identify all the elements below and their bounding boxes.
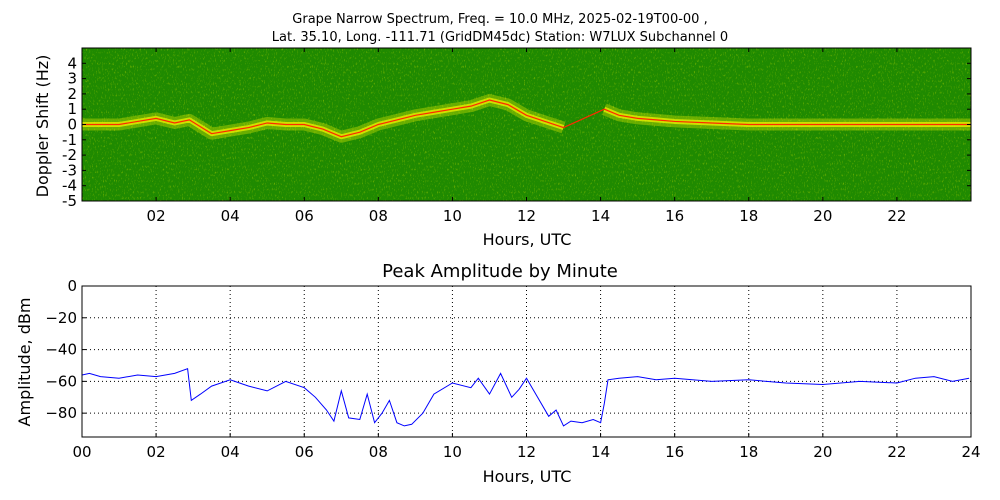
spectrogram-x-tick-label: 18 (739, 207, 758, 225)
spectrogram-x-tick-label: 20 (813, 207, 832, 225)
spectrogram-x-tick-label: 12 (517, 207, 536, 225)
amplitude-x-tick-label: 18 (739, 443, 758, 461)
amplitude-x-ticks: 00 02 04 06 08 10 12 14 16 18 20 22 24 (72, 433, 981, 461)
amplitude-x-tick-label: 22 (887, 443, 906, 461)
spectrogram-y-tick-label: -1 (62, 131, 77, 149)
spectrogram-y-tick-label: -5 (62, 192, 77, 210)
amplitude-y-tick-label: −40 (45, 341, 77, 359)
amplitude-series-line (82, 368, 970, 427)
spectrogram-x-tick-label: 16 (665, 207, 684, 225)
spectrogram-y-tick-label: -4 (62, 177, 77, 195)
amplitude-x-tick-label: 02 (147, 443, 166, 461)
amplitude-chart-title: Peak Amplitude by Minute (382, 261, 618, 282)
amplitude-x-tick-label: 12 (517, 443, 536, 461)
amplitude-y-tick-label: 0 (67, 277, 77, 295)
spectrogram-x-tick-label: 02 (147, 207, 166, 225)
spectrum-title-line1: Grape Narrow Spectrum, Freq. = 10.0 MHz,… (292, 12, 708, 27)
spectrum-title-line2: Lat. 35.10, Long. -111.71 (GridDM45dc) S… (271, 30, 729, 45)
spectrogram-x-tick-label: 08 (369, 207, 388, 225)
amplitude-x-tick-label: 04 (221, 443, 240, 461)
amplitude-plot-area (82, 286, 971, 437)
spectrogram-y-tick-label: 0 (67, 116, 77, 134)
amplitude-x-axis-label: Hours, UTC (483, 467, 572, 486)
spectrogram-y-tick-label: -2 (62, 146, 77, 164)
spectrogram-y-axis-label: Doppler Shift (Hz) (33, 55, 52, 198)
spectrogram-x-tick-label: 06 (295, 207, 314, 225)
amplitude-x-tick-label: 06 (295, 443, 314, 461)
amplitude-x-tick-label: 24 (961, 443, 980, 461)
amplitude-x-tick-label: 10 (443, 443, 462, 461)
amplitude-y-tick-label: −80 (45, 404, 77, 422)
amplitude-x-tick-label: 16 (665, 443, 684, 461)
amplitude-y-axis-label: Amplitude, dBm (15, 298, 34, 427)
amplitude-x-tick-label: 20 (813, 443, 832, 461)
spectrogram-y-tick-label: -3 (62, 161, 77, 179)
spectrogram-y-tick-label: 3 (67, 70, 77, 88)
spectrogram-y-tick-label: 2 (67, 85, 77, 103)
spectrogram-x-axis-label: Hours, UTC (483, 230, 572, 249)
spectrogram-x-tick-label: 14 (591, 207, 610, 225)
amplitude-x-tick-label: 00 (72, 443, 91, 461)
amplitude-panel: 0 −20 −40 −60 −80 00 02 04 06 08 10 12 14 16 18 20 22 24… (15, 277, 981, 486)
spectrogram-x-tick-label: 22 (887, 207, 906, 225)
amplitude-x-tick-label: 08 (369, 443, 388, 461)
spectrogram-y-tick-label: 1 (67, 100, 77, 118)
amplitude-y-tick-label: −20 (45, 309, 77, 327)
spectrogram-y-tick-label: 4 (67, 54, 77, 72)
amplitude-y-ticks: 0 −20 −40 −60 −80 (45, 277, 86, 422)
amplitude-x-tick-label: 14 (591, 443, 610, 461)
amplitude-y-tick-label: −60 (45, 372, 77, 390)
spectrogram-x-tick-label: 10 (443, 207, 462, 225)
spectrogram-x-ticks: 02 04 06 08 10 12 14 16 18 20 22 (147, 48, 906, 225)
spectrogram-x-tick-label: 04 (221, 207, 240, 225)
doppler-peak-trace (82, 99, 971, 138)
